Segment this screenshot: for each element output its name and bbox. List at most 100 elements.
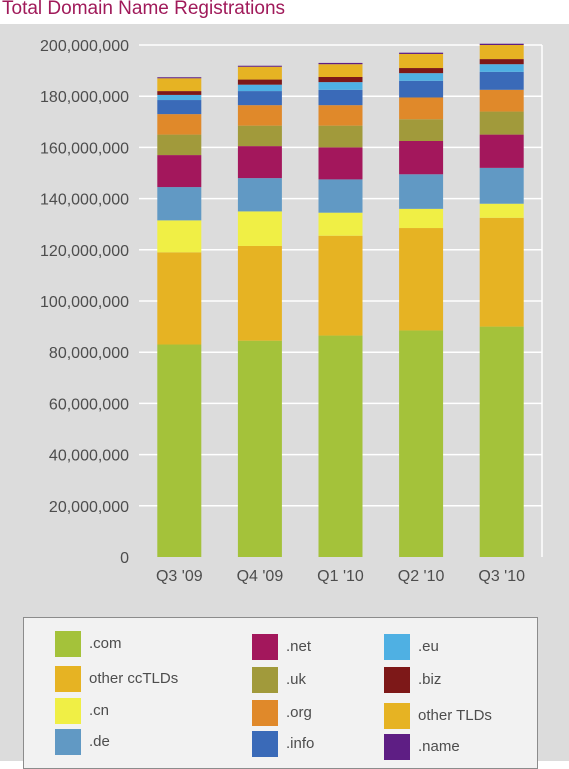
- legend-label-other-cctlds: other ccTLDs: [89, 670, 179, 687]
- bar-segment-other-cctlds: [237, 245, 282, 341]
- legend-swatch-cn: [55, 698, 81, 724]
- bar-segment-cn: [157, 220, 202, 253]
- bar-segment-other-tlds: [479, 45, 524, 60]
- legend-swatch-org: [252, 700, 278, 726]
- bar-segment-name: [479, 43, 524, 45]
- legend-label-info: .info: [286, 735, 315, 752]
- legend-swatch-info: [252, 731, 278, 757]
- bar-segment-info: [399, 80, 444, 98]
- bar-segment-cn: [318, 212, 363, 236]
- bar-segment-other-tlds: [318, 64, 363, 77]
- legend-label-com: .com: [89, 635, 122, 652]
- chart-legend: .com other ccTLDs .cn .de .net .uk .org: [23, 617, 538, 769]
- bar-segment-de: [479, 167, 524, 204]
- bar-segment-com: [479, 326, 524, 557]
- bar-segment-net: [318, 147, 363, 180]
- bar-segment-other-cctlds: [318, 235, 363, 336]
- bar-segment-com: [399, 330, 444, 557]
- bar-segment-other-tlds: [157, 78, 202, 92]
- bar-segment-info: [237, 91, 282, 106]
- bar-chart: 0 20,000,000 40,000,000 60,000,000 80,000,00…: [40, 38, 543, 585]
- legend-swatch-other-cctlds: [55, 666, 81, 692]
- bar-segment-uk: [399, 119, 444, 141]
- bar-segment-info: [157, 100, 202, 115]
- bar-segment-com: [237, 340, 282, 557]
- bar-segment-eu: [399, 73, 444, 81]
- bar-segment-info: [479, 71, 524, 90]
- bar-segment-cn: [399, 208, 444, 229]
- bar-segment-cn: [479, 203, 524, 218]
- bar-segment-other-cctlds: [479, 217, 524, 327]
- bar-segment-net: [237, 146, 282, 179]
- legend-label-net: .net: [286, 638, 312, 655]
- bar-segment-net: [157, 155, 202, 188]
- bar-segment-eu: [479, 64, 524, 72]
- x-tick-label: Q2 '10: [398, 568, 445, 585]
- y-tick-label: 60,000,000: [49, 396, 129, 413]
- bar-segment-de: [318, 179, 363, 213]
- bar-segment-other-tlds: [237, 66, 282, 80]
- chart-panel: 0 20,000,000 40,000,000 60,000,000 80,000,00…: [0, 24, 569, 769]
- bar-segment-biz: [399, 68, 444, 74]
- y-tick-label: 140,000,000: [40, 192, 129, 209]
- x-tick-label: Q3 '09: [156, 568, 203, 585]
- legend-swatch-other-tlds: [384, 703, 410, 729]
- bar-segment-name: [399, 52, 444, 54]
- y-tick-label: 180,000,000: [40, 89, 129, 106]
- bar-segment-biz: [237, 79, 282, 85]
- bar-segment-uk: [479, 111, 524, 135]
- legend-label-eu: .eu: [418, 638, 439, 655]
- bar-segment-org: [318, 105, 363, 126]
- bar-segment-de: [157, 187, 202, 221]
- y-tick-label: 0: [120, 550, 129, 567]
- bar-segment-name: [237, 65, 282, 67]
- legend-swatch-biz: [384, 667, 410, 693]
- bar-segment-eu: [237, 84, 282, 92]
- legend-swatch-net: [252, 634, 278, 660]
- x-tick-label: Q4 '09: [237, 568, 284, 585]
- bar-segment-uk: [318, 125, 363, 148]
- page-title: Total Domain Name Registrations: [2, 0, 286, 19]
- bar-segment-eu: [157, 94, 202, 101]
- bar-segment-info: [318, 89, 363, 106]
- legend-label-name: .name: [418, 738, 460, 755]
- y-tick-label: 80,000,000: [49, 345, 129, 362]
- x-tick-label: Q1 '10: [317, 568, 364, 585]
- legend-swatch-name: [384, 734, 410, 760]
- legend-label-other-tlds: other TLDs: [418, 707, 492, 724]
- legend-swatch-com: [55, 631, 81, 657]
- legend-label-cn: .cn: [89, 702, 110, 719]
- bar-segment-de: [399, 174, 444, 209]
- bar-segment-other-cctlds: [399, 228, 444, 331]
- y-tick-label: 20,000,000: [49, 499, 129, 516]
- bar-segment-org: [157, 114, 202, 135]
- legend-label-de: .de: [89, 733, 110, 750]
- bar-segment-net: [399, 141, 444, 175]
- bar-segment-cn: [237, 211, 282, 246]
- legend-swatch-eu: [384, 634, 410, 660]
- bar-segment-biz: [157, 91, 202, 95]
- y-tick-label: 40,000,000: [49, 448, 129, 465]
- bar-segment-uk: [237, 125, 282, 147]
- bar-segment-name: [318, 62, 363, 65]
- bar-segment-org: [479, 89, 524, 112]
- bar-segment-biz: [479, 59, 524, 65]
- legend-label-uk: .uk: [286, 671, 307, 688]
- legend-swatch-uk: [252, 667, 278, 693]
- y-tick-label: 200,000,000: [40, 38, 129, 55]
- bar-segment-net: [479, 134, 524, 168]
- y-tick-label: 100,000,000: [40, 294, 129, 311]
- bar-segment-other-cctlds: [157, 252, 202, 345]
- bar-segment-com: [157, 344, 202, 557]
- bar-segment-other-tlds: [399, 53, 444, 69]
- legend-swatch-de: [55, 729, 81, 755]
- y-tick-label: 160,000,000: [40, 140, 129, 157]
- legend-label-org: .org: [286, 704, 312, 721]
- bar-segment-org: [237, 105, 282, 126]
- legend-label-biz: .biz: [418, 671, 442, 688]
- bar-segment-biz: [318, 77, 363, 83]
- bar-segment-uk: [157, 134, 202, 156]
- x-tick-label: Q3 '10: [478, 568, 525, 585]
- bar-segment-com: [318, 335, 363, 557]
- bar-segment-name: [157, 77, 202, 79]
